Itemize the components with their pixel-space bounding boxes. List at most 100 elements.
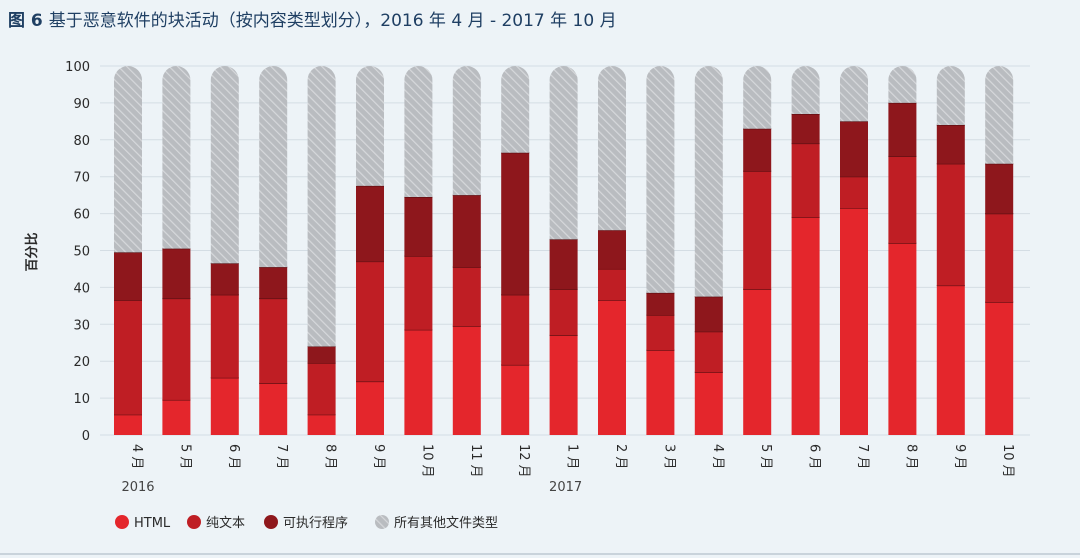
year-label: 2017: [549, 480, 582, 495]
bar-stack: [162, 66, 191, 435]
bar-segment-html: [888, 243, 917, 435]
bar-stack: [210, 66, 239, 435]
y-tick-label: 100: [65, 60, 90, 75]
bar-segment-plain-text: [888, 156, 917, 244]
x-tick-label: 11 月: [468, 444, 483, 478]
legend-swatch: [187, 515, 201, 529]
bar-segment-html: [936, 285, 965, 435]
bar-stack: [549, 66, 578, 435]
x-tick-label: 5 月: [177, 444, 192, 469]
bar-segment-plain-text: [114, 300, 142, 415]
bar-segment-html: [598, 300, 626, 435]
bar-segment-html: [646, 350, 675, 435]
year-label: 2016: [121, 480, 154, 495]
bar-segment-executable: [936, 125, 965, 164]
bar-stack: [356, 66, 384, 435]
bar-segment-executable: [259, 267, 288, 299]
bar-segment-html: [307, 414, 336, 435]
bar-segment-executable: [356, 185, 384, 262]
bar-segment-plain-text: [307, 363, 336, 415]
bar-segment-executable: [307, 346, 336, 364]
bar-segment-plain-text: [646, 315, 675, 351]
y-tick-label: 70: [73, 171, 90, 186]
x-tick-label: 10 月: [419, 444, 434, 478]
bar-segment-plain-text: [985, 213, 1014, 303]
bar-segment-plain-text: [259, 298, 288, 384]
y-tick-label: 60: [73, 208, 90, 223]
legend-label: 纯文本: [206, 516, 245, 531]
bar-segment-plain-text: [162, 298, 191, 400]
x-tick-label: 1 月: [565, 444, 580, 469]
bar-segment-executable: [985, 163, 1014, 214]
y-axis-label: 百分比: [24, 232, 40, 271]
bar-stack: [694, 66, 723, 435]
x-tick-label: 12 月: [516, 444, 531, 478]
bar-segment-html: [840, 208, 868, 435]
legend-swatch: [115, 515, 129, 529]
bar-segment-html: [501, 364, 530, 435]
x-tick-label: 4 月: [710, 444, 725, 469]
bar-segment-other: [646, 66, 675, 293]
bar-segment-html: [985, 302, 1014, 435]
bar-segment-plain-text: [210, 294, 239, 378]
bar-segment-executable: [404, 196, 433, 257]
bar-segment-other: [549, 66, 578, 240]
x-tick-label: 4 月: [129, 444, 144, 469]
bar-segment-executable: [452, 195, 481, 268]
legend-label: 可执行程序: [283, 516, 348, 531]
legend-item: 可执行程序: [264, 515, 348, 531]
bar-stack: [307, 66, 336, 435]
bar-segment-html: [162, 399, 191, 435]
bar-segment-other: [840, 66, 868, 122]
bar-segment-html: [259, 383, 288, 435]
bar-segment-executable: [646, 292, 675, 316]
title-text: 基于恶意软件的块活动（按内容类型划分），2016 年 4 月 - 2017 年 …: [48, 11, 617, 31]
bar-segment-html: [743, 289, 772, 435]
bar-segment-executable: [840, 121, 868, 177]
bar-segment-other: [356, 66, 384, 186]
x-tick-label: 6 月: [807, 444, 822, 469]
y-tick-label: 40: [73, 281, 90, 296]
y-tick-label: 20: [73, 355, 90, 370]
bar-segment-html: [210, 377, 239, 435]
y-tick-label: 90: [73, 97, 90, 112]
legend-item: 所有其他文件类型: [375, 515, 498, 531]
bar-segment-executable: [162, 248, 191, 299]
bar-segment-executable: [501, 152, 530, 295]
bar-stack: [404, 66, 433, 435]
bar-stack: [985, 66, 1014, 435]
bar-segment-executable: [743, 128, 772, 172]
bar-segment-html: [549, 335, 578, 435]
bar-segment-executable: [694, 296, 723, 332]
bar-stack: [452, 66, 481, 435]
bar-segment-plain-text: [549, 289, 578, 336]
bar-segment-plain-text: [840, 176, 868, 209]
bar-segment-plain-text: [356, 261, 384, 382]
bar-segment-html: [694, 372, 723, 435]
x-tick-label: 8 月: [903, 444, 918, 469]
bar-segment-plain-text: [694, 331, 723, 373]
x-tick-label: 7 月: [274, 444, 289, 469]
chart-title: 图 6 基于恶意软件的块活动（按内容类型划分），2016 年 4 月 - 2017…: [8, 6, 617, 31]
bar-segment-executable: [210, 263, 239, 295]
bar-segment-other: [210, 66, 239, 264]
x-tick-label: 7 月: [855, 444, 870, 469]
bar-segment-html: [404, 329, 433, 435]
bar-segment-html: [791, 217, 820, 435]
bar-stack: [743, 66, 772, 435]
bar-stack: [888, 66, 917, 435]
bar-segment-plain-text: [501, 294, 530, 365]
legend-swatch: [264, 515, 278, 529]
bar-stack: [598, 66, 626, 435]
x-tick-label: 8 月: [323, 444, 338, 469]
bar-segment-html: [114, 414, 142, 435]
legend-label: 所有其他文件类型: [394, 516, 498, 531]
y-tick-label: 30: [73, 318, 90, 333]
bar-segment-plain-text: [936, 163, 965, 286]
x-tick-label: 6 月: [226, 444, 241, 469]
bar-segment-executable: [114, 252, 142, 301]
legend-item: 纯文本: [187, 515, 245, 531]
legend-item: HTML: [115, 515, 171, 531]
bar-segment-other: [307, 66, 336, 347]
